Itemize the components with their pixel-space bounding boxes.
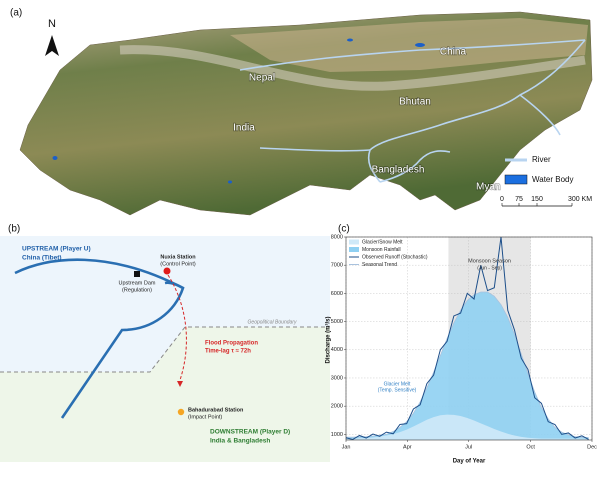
rivers	[239, 39, 586, 183]
x-tick-label: Oct	[526, 444, 535, 450]
north-arrow	[45, 35, 59, 56]
x-tick-label: Apr	[403, 444, 412, 450]
water-body	[347, 38, 353, 42]
river	[379, 150, 451, 183]
himalaya-band	[119, 45, 586, 91]
flow-arrow	[167, 274, 187, 381]
country-label: India	[233, 123, 255, 134]
dam-label: (Regulation)	[122, 287, 152, 293]
x-tick-label: Jul	[465, 444, 472, 450]
water-body	[228, 180, 232, 184]
panel-label: (c)	[338, 224, 350, 235]
legend-label: Water Body	[532, 175, 574, 184]
panel-label: (b)	[8, 224, 20, 235]
legend-swatch	[349, 247, 359, 252]
scale-ticks	[501, 203, 573, 206]
glacier-annotation: (Temp. Sensitive)	[378, 387, 417, 393]
country-label: Bhutan	[399, 97, 431, 108]
y-tick-label: 5000	[331, 319, 343, 325]
downstream-label: India & Bangladesh	[210, 438, 270, 445]
legend-swatch	[349, 239, 359, 245]
area	[346, 291, 589, 440]
boundary-label: Geopolitical Boundary	[248, 319, 297, 325]
dam-label: Upstream Dam	[119, 280, 156, 286]
panel-label: (a)	[10, 8, 22, 19]
monsoon-sublabel: (Jun - Sep)	[477, 265, 502, 271]
country-label: Nepal	[249, 73, 275, 84]
north-label: N	[48, 18, 56, 30]
downstream-label: DOWNSTREAM (Player D)	[210, 429, 290, 436]
diagram-panel: (b) UPSTREAM (Player U) China (Tibet) Nu…	[0, 224, 330, 462]
river	[367, 39, 586, 183]
legend-label: River	[532, 155, 551, 164]
y-axis-label: Discharge (m³/s)	[325, 316, 332, 363]
arrow-head	[177, 381, 183, 387]
nuxia-label: (Control Point)	[160, 261, 196, 267]
legend-label: Glacier/Snow Melt	[362, 239, 403, 245]
glacier-annotation: Glacier Melt	[384, 381, 411, 387]
legend-label: Observed Runoff (Stochastic)	[362, 254, 428, 260]
bahadurabad-station	[177, 408, 185, 416]
upstream-label: UPSTREAM (Player U)	[22, 246, 91, 253]
flood-label: Time-lag τ ≈ 72h	[205, 349, 251, 355]
upstream-label: China (Tibet)	[22, 255, 62, 262]
y-tick-label: 1000	[331, 432, 343, 438]
y-tick-label: 7000	[331, 263, 343, 269]
x-tick-label: Dec	[587, 444, 597, 450]
y-tick-label: 6000	[331, 291, 343, 297]
y-tick-label: 4000	[331, 347, 343, 353]
scale-label: 300 KM	[568, 196, 592, 203]
y-tick-label: 3000	[331, 375, 343, 381]
map-panel: (a) N Nepal China Bhutan India Banglades…	[10, 8, 593, 216]
chart-panel: (c) Day of Year Discharge (m³/s) 1000 200…	[325, 224, 598, 465]
upstream-region	[0, 236, 330, 372]
x-tick-label: Jan	[342, 444, 351, 450]
scale-label: 150	[531, 196, 543, 203]
water-body	[52, 156, 58, 160]
area	[346, 414, 589, 440]
country-label: Bangladesh	[372, 165, 425, 176]
bahadurabad-label: (Impact Point)	[188, 414, 222, 420]
nuxia-station	[163, 267, 171, 275]
y-tick-label: 8000	[331, 234, 343, 240]
scale-label: 75	[515, 196, 523, 203]
legend-water-swatch	[504, 174, 528, 185]
x-axis-label: Day of Year	[453, 459, 486, 465]
flood-label: Flood Propagation	[205, 341, 258, 347]
river	[239, 39, 586, 71]
boundary-line	[0, 326, 330, 373]
monsoon-label: Monsoon Season	[468, 258, 511, 264]
legend-label: Seasonal Trend	[362, 262, 397, 268]
nuxia-label: Nuxia Station	[160, 254, 196, 260]
legend-label: Monsoon Rainfall	[362, 247, 401, 253]
plot-frame	[345, 236, 593, 441]
downstream-region	[0, 327, 330, 462]
scale-label: 0	[500, 196, 504, 203]
water-body	[415, 43, 425, 47]
upstream-dam	[134, 271, 140, 277]
country-label: Myan	[476, 182, 500, 193]
line	[346, 291, 589, 438]
country-label: China	[440, 47, 467, 58]
line	[345, 236, 589, 440]
river	[519, 94, 561, 136]
y-tick-label: 2000	[331, 404, 343, 410]
water-bodies	[52, 38, 425, 184]
bahadurabad-label: Bahadurabad Station	[188, 407, 244, 413]
river	[259, 147, 371, 152]
